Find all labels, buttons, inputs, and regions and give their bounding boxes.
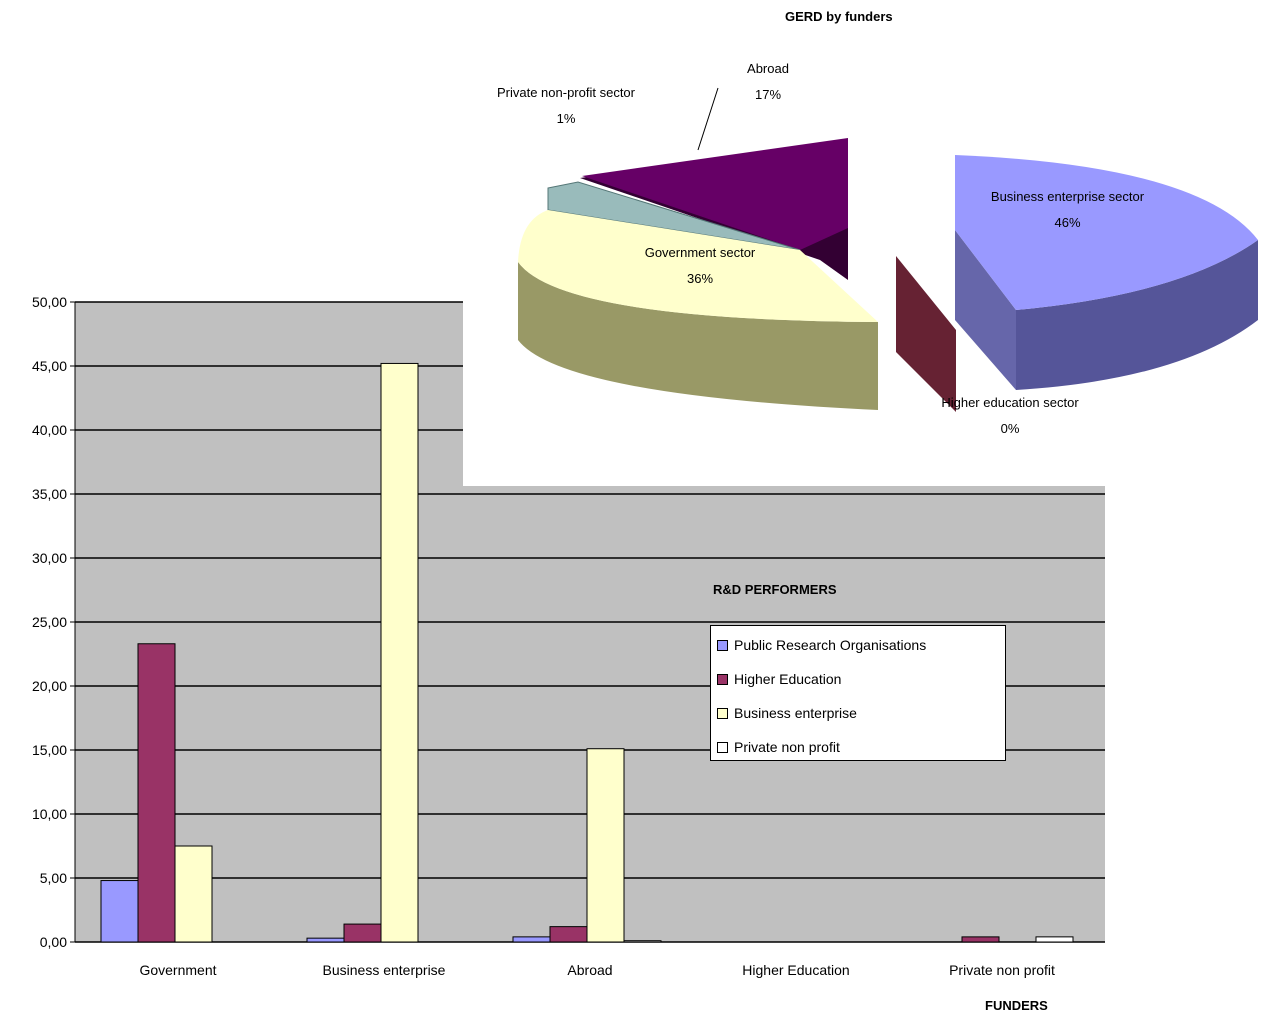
legend-swatch <box>717 673 728 685</box>
y-tick-label: 25,00 <box>32 614 67 630</box>
legend-label: Business enterprise <box>734 705 857 721</box>
legend-label: Higher Education <box>734 671 842 687</box>
pie-label-pct: 36% <box>686 271 714 286</box>
pie-leader-line <box>697 87 719 151</box>
pie-slice-business-side <box>1016 240 1258 390</box>
pie-label-pct: 1% <box>556 111 576 126</box>
y-tick-label: 40,00 <box>32 422 67 438</box>
legend-swatch <box>717 741 728 753</box>
x-tick-label: Business enterprise <box>323 962 446 978</box>
legend-label: Public Research Organisations <box>734 637 927 653</box>
x-tick-label: Government <box>139 962 216 978</box>
pie-chart-title: GERD by funders <box>785 9 893 24</box>
legend-label: Private non profit <box>734 739 840 755</box>
y-tick-label: 5,00 <box>40 870 67 886</box>
pie-label-name: Abroad <box>747 61 789 76</box>
pie-slice-business <box>955 155 1258 310</box>
pie-label-private-nonprofit: Private non-profit sector 1% <box>488 80 644 132</box>
bar-legend: Public Research Organisations Higher Edu… <box>710 625 1006 761</box>
y-tick-label: 35,00 <box>32 486 67 502</box>
bar <box>174 845 213 943</box>
y-tick-label: 50,00 <box>32 294 67 310</box>
bar <box>137 643 176 943</box>
pie-slice-business-inner <box>955 230 1016 390</box>
pie-label-name: Business enterprise sector <box>990 189 1145 204</box>
pie-label-business: Business enterprise sector 46% <box>985 184 1150 236</box>
pie-label-higher-education: Higher education sector 0% <box>935 390 1085 442</box>
pie-label-pct: 0% <box>1000 421 1020 436</box>
legend-swatch <box>717 707 728 719</box>
pie-slice-higher-education <box>896 256 956 412</box>
legend-item: Business enterprise <box>717 696 1005 730</box>
legend-item: Higher Education <box>717 662 1005 696</box>
pie-label-government: Government sector 36% <box>640 240 760 292</box>
x-tick-label: Higher Education <box>742 962 849 978</box>
x-axis-title: FUNDERS <box>985 998 1048 1013</box>
bar-chart-title: R&D PERFORMERS <box>713 582 837 597</box>
y-tick-label: 20,00 <box>32 678 67 694</box>
pie-label-pct: 46% <box>1054 215 1081 230</box>
pie-slice-government-side <box>518 262 878 410</box>
pie-label-name: Higher education sector <box>941 395 1079 410</box>
legend-item: Public Research Organisations <box>717 628 1005 662</box>
pie-label-abroad: Abroad 17% <box>728 56 808 108</box>
x-tick-label: Private non profit <box>949 962 1055 978</box>
x-tick-label: Abroad <box>567 962 612 978</box>
pie-label-name: Government sector <box>644 245 756 260</box>
legend-item: Private non profit <box>717 730 1005 764</box>
pie-slice-government <box>518 210 878 322</box>
pie-label-pct: 17% <box>754 87 782 102</box>
y-tick-label: 15,00 <box>32 742 67 758</box>
bar <box>380 362 419 943</box>
pie-slice-abroad <box>582 138 848 250</box>
y-tick-label: 0,00 <box>40 934 67 950</box>
y-tick-label: 45,00 <box>32 358 67 374</box>
y-tick-label: 10,00 <box>32 806 67 822</box>
legend-swatch <box>717 639 728 651</box>
y-tick-label: 30,00 <box>32 550 67 566</box>
pie-label-name: Private non-profit sector <box>496 85 635 100</box>
